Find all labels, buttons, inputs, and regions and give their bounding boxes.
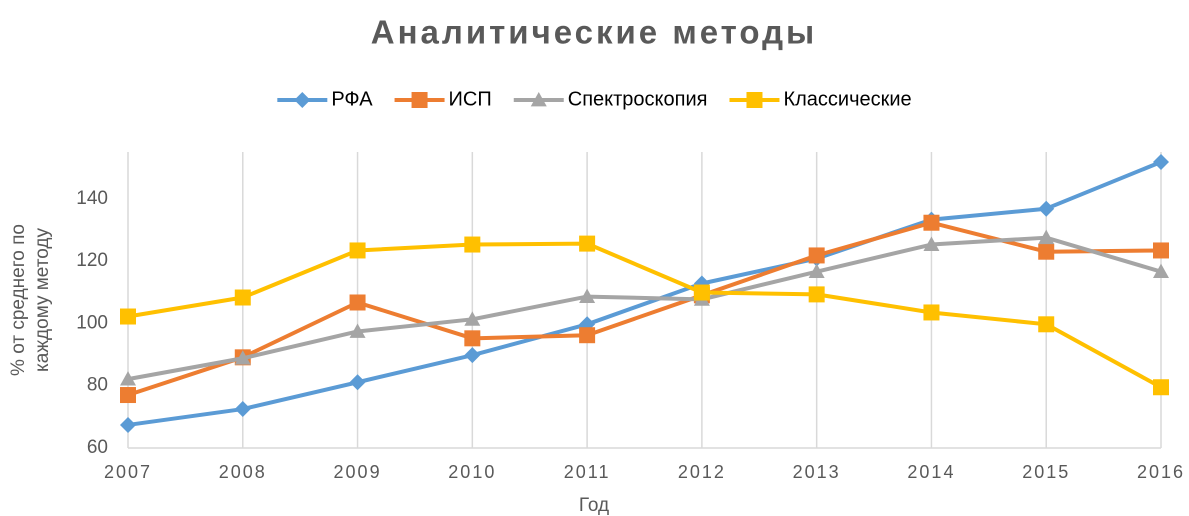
marker — [464, 236, 481, 253]
x-tick-label: 2011 — [564, 462, 611, 482]
marker — [1038, 243, 1055, 260]
x-tick-label: 2009 — [334, 462, 382, 482]
marker — [579, 327, 596, 344]
marker — [464, 347, 481, 364]
series-line — [127, 220, 1162, 397]
marker — [579, 235, 596, 252]
marker — [294, 92, 311, 108]
marker — [120, 416, 136, 433]
chart-title: Аналитические методы — [371, 14, 817, 51]
y-tick-label: 140 — [76, 188, 108, 209]
x-tick-label: 2014 — [907, 462, 955, 482]
marker — [234, 350, 251, 365]
marker — [464, 330, 481, 347]
y-axis-label: % от среднего по — [8, 224, 29, 376]
marker — [923, 214, 940, 231]
marker — [1038, 200, 1055, 217]
x-axis-label: Год — [579, 495, 609, 516]
y-tick-label: 100 — [76, 312, 108, 333]
y-axis-label: каждому методу — [32, 228, 53, 372]
x-tick-label: 2010 — [448, 462, 496, 482]
marker — [1153, 379, 1169, 396]
x-tick-label: 2016 — [1137, 462, 1185, 482]
marker — [349, 294, 366, 311]
series-line — [127, 241, 1162, 389]
marker — [530, 92, 547, 107]
y-tick-label: 120 — [76, 250, 108, 271]
marker — [234, 289, 251, 306]
marker — [234, 401, 251, 418]
series-line — [127, 235, 1162, 382]
marker — [579, 288, 596, 303]
marker — [120, 308, 136, 325]
marker — [349, 242, 366, 259]
marker — [923, 304, 940, 321]
marker — [120, 371, 136, 386]
marker — [808, 247, 825, 264]
marker — [808, 286, 825, 303]
marker — [1038, 316, 1055, 333]
marker — [349, 374, 366, 391]
marker — [120, 387, 136, 404]
x-tick-label: 2015 — [1022, 462, 1070, 482]
y-tick-label: 60 — [87, 437, 108, 458]
x-tick-label: 2013 — [793, 462, 841, 482]
legend-label: Классические — [783, 88, 911, 110]
marker — [411, 92, 428, 108]
y-tick-label: 80 — [87, 375, 108, 396]
legend: РФА ИСП Спектроскопия Классические — [277, 88, 912, 110]
marker — [1153, 263, 1169, 279]
x-tick-label: 2007 — [104, 462, 152, 482]
series-line — [127, 160, 1162, 427]
x-tick-label: 2012 — [678, 462, 726, 482]
legend-label: Спектроскопия — [568, 88, 708, 110]
x-tick-label: 2008 — [219, 462, 267, 482]
marker — [1038, 229, 1055, 245]
marker — [693, 284, 710, 301]
marker — [464, 311, 481, 326]
marker — [808, 263, 825, 279]
marker — [1153, 242, 1169, 259]
legend-label: РФА — [331, 88, 373, 110]
legend-label: ИСП — [449, 88, 492, 110]
marker — [746, 92, 763, 108]
marker — [349, 323, 366, 338]
marker — [1153, 153, 1169, 170]
marker — [923, 236, 940, 251]
